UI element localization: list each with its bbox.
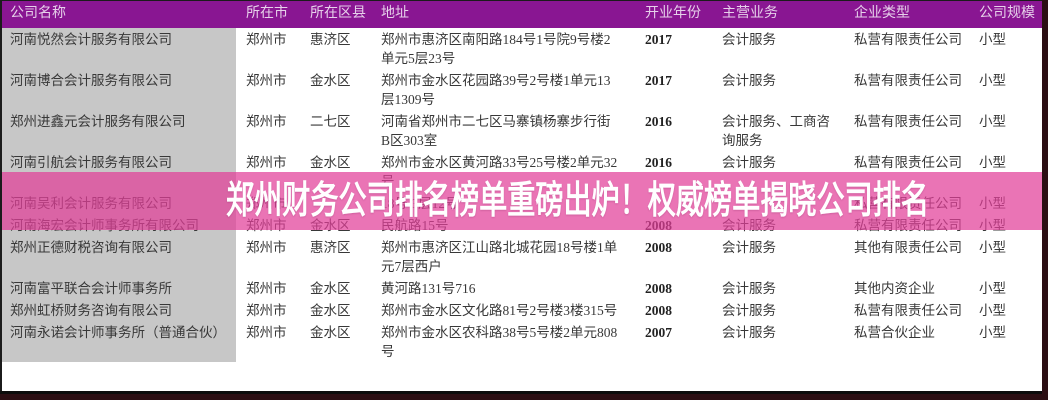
column-header-enterprise-type: 企业类型 [854, 6, 910, 21]
cell-district: 金水区 [310, 281, 351, 296]
cell-district: 金水区 [310, 155, 351, 170]
cell-address: 河南省郑州市二七区马寨镇杨寨步行街B区303室 [381, 114, 611, 148]
table-row: 郑州正德财税咨询有限公司 郑州市 惠济区 郑州市惠济区江山路北城花园18号楼1单… [0, 236, 1042, 277]
cell-company-name: 郑州正德财税咨询有限公司 [0, 236, 236, 277]
cell-company-scale: 小型 [979, 32, 1006, 47]
right-edge-strip [1042, 0, 1048, 400]
cell-company-scale: 小型 [979, 240, 1006, 255]
cell-opening-year: 2016 [645, 155, 672, 170]
cell-main-business: 会计服务 [722, 155, 776, 170]
cell-main-business: 会计服务 [722, 281, 776, 296]
cell-enterprise-type: 私营合伙企业 [854, 325, 935, 340]
promo-banner-overlay: 郑州财务公司排名榜单重磅出炉！权威榜单揭晓公司排名 [0, 172, 1048, 230]
cell-company-name: 河南悦然会计服务有限公司 [0, 28, 236, 69]
cell-company-scale: 小型 [979, 155, 1006, 170]
cell-enterprise-type: 私营有限责任公司 [854, 73, 962, 88]
cell-main-business: 会计服务 [722, 240, 776, 255]
table-bottom-rule [0, 391, 1048, 394]
cell-opening-year: 2017 [645, 73, 672, 88]
cell-address: 郑州市金水区农科路38号5号楼2单元808号 [381, 325, 618, 359]
table-row: 河南富平联合会计师事务所 郑州市 金水区 黄河路131号716 2008 会计服… [0, 277, 1042, 299]
column-header-opening-year: 开业年份 [645, 6, 701, 21]
cell-opening-year: 2008 [645, 281, 672, 296]
cell-company-scale: 小型 [979, 281, 1006, 296]
cell-opening-year: 2008 [645, 303, 672, 318]
cell-city: 郑州市 [246, 32, 287, 47]
cell-main-business: 会计服务 [722, 325, 776, 340]
cell-enterprise-type: 私营有限责任公司 [854, 155, 962, 170]
cell-enterprise-type: 私营有限责任公司 [854, 303, 962, 318]
cell-district: 二七区 [310, 114, 351, 129]
cell-district: 金水区 [310, 73, 351, 88]
cell-city: 郑州市 [246, 114, 287, 129]
cell-company-name: 河南博合会计服务有限公司 [0, 69, 236, 110]
cell-address: 郑州市金水区文化路81号2号楼3楼315号 [381, 303, 618, 318]
cell-address: 黄河路131号716 [381, 281, 476, 296]
table-row: 河南博合会计服务有限公司 郑州市 金水区 郑州市金水区花园路39号2号楼1单元1… [0, 69, 1042, 110]
cell-opening-year: 2008 [645, 240, 672, 255]
left-edge-border [0, 0, 2, 400]
cell-city: 郑州市 [246, 281, 287, 296]
cell-company-scale: 小型 [979, 325, 1006, 340]
cell-city: 郑州市 [246, 325, 287, 340]
column-header-main-business: 主营业务 [722, 6, 778, 21]
table-row: 河南悦然会计服务有限公司 郑州市 惠济区 郑州市惠济区南阳路184号1号院9号楼… [0, 28, 1042, 69]
column-header-company-name: 公司名称 [10, 6, 66, 21]
cell-district: 惠济区 [310, 32, 351, 47]
cell-city: 郑州市 [246, 303, 287, 318]
cell-company-name: 郑州进鑫元会计服务有限公司 [0, 110, 236, 151]
bottom-edge-strip [0, 394, 1048, 400]
cell-main-business: 会计服务 [722, 303, 776, 318]
cell-address: 郑州市惠济区江山路北城花园18号楼1单元7层西户 [381, 240, 618, 274]
cell-company-name: 河南永诺会计师事务所（普通合伙） [0, 321, 236, 362]
cell-district: 金水区 [310, 303, 351, 318]
cell-company-scale: 小型 [979, 73, 1006, 88]
column-header-address: 地址 [381, 6, 409, 21]
cell-company-scale: 小型 [979, 303, 1006, 318]
table-header-row: 公司名称 所在市 所在区县 地址 开业年份 主营业务 企业类型 公司规模 [0, 0, 1042, 28]
cell-district: 金水区 [310, 325, 351, 340]
cell-main-business: 会计服务 [722, 32, 776, 47]
column-header-district: 所在区县 [310, 6, 366, 21]
cell-city: 郑州市 [246, 73, 287, 88]
cell-opening-year: 2017 [645, 32, 672, 47]
promo-banner-title: 郑州财务公司排名榜单重磅出炉！权威榜单揭晓公司排名 [226, 180, 930, 222]
cell-opening-year: 2016 [645, 114, 672, 129]
cell-main-business: 会计服务 [722, 73, 776, 88]
cell-address: 郑州市金水区花园路39号2号楼1单元13层1309号 [381, 73, 611, 107]
cell-city: 郑州市 [246, 155, 287, 170]
cell-company-scale: 小型 [979, 114, 1006, 129]
column-header-company-scale: 公司规模 [979, 6, 1035, 21]
table-row: 郑州虹桥财务咨询有限公司 郑州市 金水区 郑州市金水区文化路81号2号楼3楼31… [0, 299, 1042, 321]
promo-banner-title-wrap: 郑州财务公司排名榜单重磅出炉！权威榜单揭晓公司排名 [0, 172, 1048, 230]
cell-enterprise-type: 其他内资企业 [854, 281, 935, 296]
cell-city: 郑州市 [246, 240, 287, 255]
table-row: 河南永诺会计师事务所（普通合伙） 郑州市 金水区 郑州市金水区农科路38号5号楼… [0, 321, 1042, 362]
cell-enterprise-type: 私营有限责任公司 [854, 32, 962, 47]
cell-company-name: 河南富平联合会计师事务所 [0, 277, 236, 299]
table-row: 郑州进鑫元会计服务有限公司 郑州市 二七区 河南省郑州市二七区马寨镇杨寨步行街B… [0, 110, 1042, 151]
cell-opening-year: 2007 [645, 325, 672, 340]
cell-company-name: 郑州虹桥财务咨询有限公司 [0, 299, 236, 321]
top-edge-border [0, 0, 1048, 1]
cell-enterprise-type: 其他有限责任公司 [854, 240, 962, 255]
cell-main-business: 会计服务、工商咨询服务 [722, 114, 830, 148]
cell-enterprise-type: 私营有限责任公司 [854, 114, 962, 129]
cell-district: 惠济区 [310, 240, 351, 255]
column-header-city: 所在市 [246, 6, 288, 21]
cell-address: 郑州市惠济区南阳路184号1号院9号楼2单元5层23号 [381, 32, 611, 66]
